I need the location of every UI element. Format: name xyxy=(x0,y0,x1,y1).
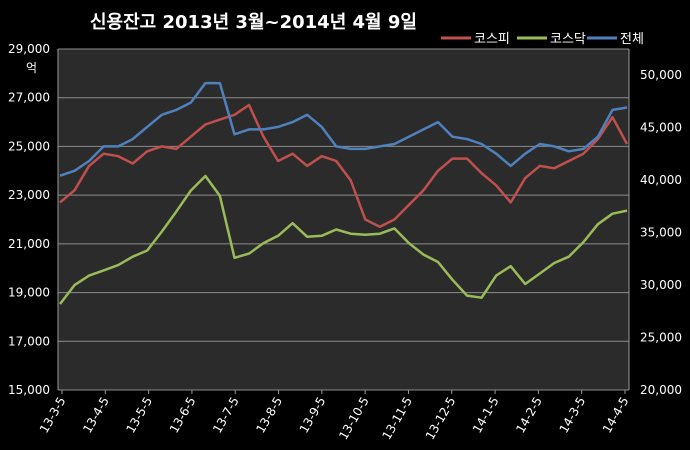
left-tick-label: 19,000 xyxy=(8,286,50,300)
right-tick-label: 35,000 xyxy=(640,226,682,240)
right-tick-label: 20,000 xyxy=(640,383,682,397)
left-tick-label: 17,000 xyxy=(8,334,50,348)
chart-title: 신용잔고 2013년 3월~2014년 4월 9일 xyxy=(90,12,417,33)
left-tick-label: 21,000 xyxy=(8,237,50,251)
legend-label: 코스닥 xyxy=(550,32,586,47)
right-axis: 20,000 25,000 30,000 35,000 40,000 45,000 50,0… xyxy=(628,49,682,397)
legend-label: 코스피 xyxy=(474,32,510,47)
left-tick-label: 23,000 xyxy=(8,188,50,202)
right-tick-label: 40,000 xyxy=(640,173,682,187)
left-axis-unit-label: 억 xyxy=(26,61,37,75)
series-line-2 xyxy=(59,81,628,177)
plot-area xyxy=(58,49,629,390)
left-tick-label: 15,000 xyxy=(8,383,50,397)
left-tick-label: 27,000 xyxy=(8,91,50,105)
legend-label: 전체 xyxy=(620,32,644,47)
series-line-1 xyxy=(59,174,628,305)
left-tick-label: 25,000 xyxy=(8,139,50,153)
right-tick-label: 25,000 xyxy=(640,331,682,345)
right-tick-label: 45,000 xyxy=(640,121,682,135)
legend: 코스피 코스닥 전체 xyxy=(441,32,644,47)
right-tick-label: 50,000 xyxy=(640,68,682,82)
left-tick-label: 29,000 xyxy=(8,42,50,56)
right-tick-label: 30,000 xyxy=(640,278,682,292)
left-axis: 15,000 17,000 19,000 21,000 23,000 25,000 27,0… xyxy=(8,42,59,397)
series-line-0 xyxy=(59,103,629,229)
series-lines xyxy=(59,81,629,305)
